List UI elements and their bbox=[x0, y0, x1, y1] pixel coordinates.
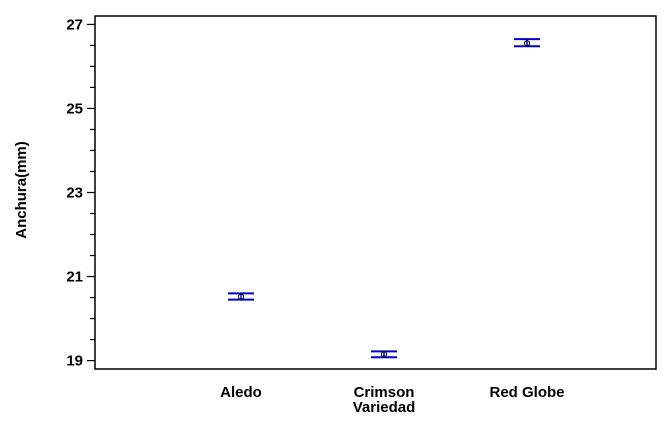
y-axis: 19 21 23 25 27 bbox=[66, 16, 95, 370]
mean-point bbox=[380, 351, 388, 358]
plot-area bbox=[94, 15, 657, 370]
x-axis: Aledo Crimson Red Globe bbox=[220, 384, 564, 401]
plot-frame bbox=[94, 15, 657, 370]
x-tick-label: Crimson bbox=[354, 384, 415, 401]
mean-point bbox=[523, 40, 531, 47]
y-axis-title: Anchura(mm) bbox=[13, 141, 30, 239]
y-tick-label: 27 bbox=[66, 16, 83, 33]
y-tick-label: 25 bbox=[66, 100, 83, 117]
x-tick-label: Red Globe bbox=[489, 384, 564, 401]
y-tick-label: 21 bbox=[66, 269, 83, 286]
x-axis-title: Variedad bbox=[353, 399, 416, 416]
mean-point bbox=[237, 293, 245, 300]
x-tick-label: Aledo bbox=[220, 384, 262, 401]
chart-marks bbox=[228, 38, 540, 359]
y-tick-label: 23 bbox=[66, 185, 83, 202]
y-tick-label: 19 bbox=[66, 353, 83, 370]
